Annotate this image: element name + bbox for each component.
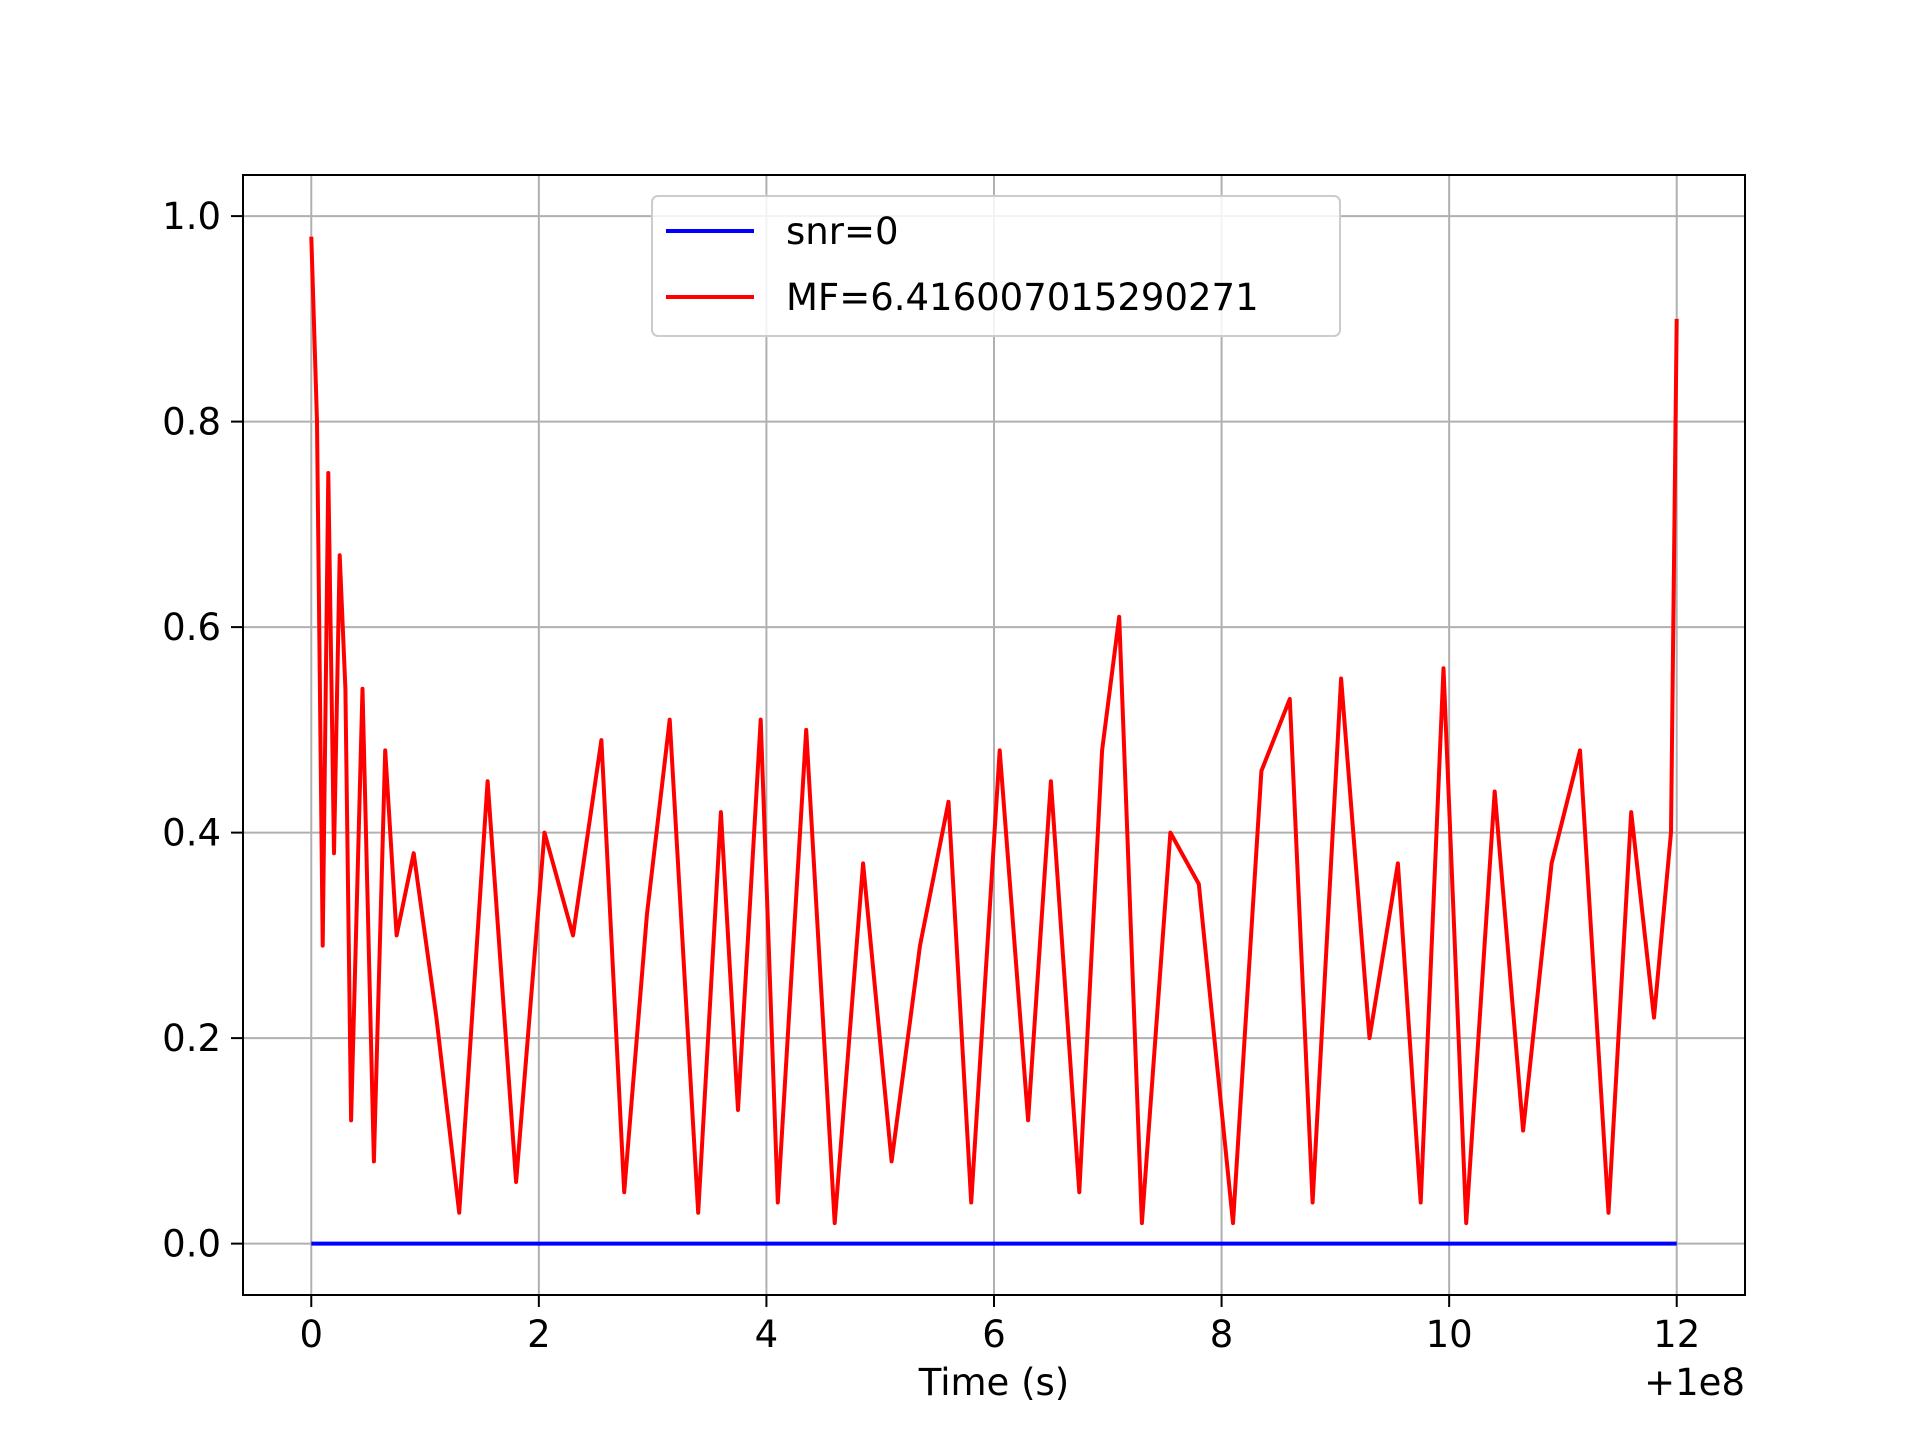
x-tick-label: 4 bbox=[755, 1313, 779, 1356]
x-axis: 0 2 4 6 8 10 12 bbox=[299, 1295, 1700, 1356]
legend: snr=0 MF=6.416007015290271 bbox=[651, 195, 1341, 337]
legend-label: MF=6.416007015290271 bbox=[786, 276, 1259, 319]
x-tick-label: 6 bbox=[982, 1313, 1006, 1356]
series-layer bbox=[309, 236, 1679, 1246]
y-tick-label: 0.6 bbox=[162, 606, 221, 649]
x-axis-label: Time (s) bbox=[918, 1361, 1069, 1404]
y-tick-label: 0.2 bbox=[162, 1017, 221, 1060]
y-axis: 0.0 0.2 0.4 0.6 0.8 1.0 bbox=[162, 195, 243, 1266]
x-tick-label: 0 bbox=[299, 1313, 323, 1356]
legend-box bbox=[651, 195, 1341, 337]
y-tick-label: 0.0 bbox=[162, 1223, 221, 1266]
x-tick-label: 2 bbox=[527, 1313, 551, 1356]
x-axis-offset-label: +1e8 bbox=[1644, 1361, 1745, 1404]
y-tick-label: 1.0 bbox=[162, 195, 221, 238]
legend-label: snr=0 bbox=[786, 210, 898, 253]
y-tick-label: 0.4 bbox=[162, 812, 221, 855]
series-line-1 bbox=[309, 236, 1679, 1226]
x-tick-label: 10 bbox=[1426, 1313, 1473, 1356]
y-tick-label: 0.8 bbox=[162, 401, 221, 444]
x-tick-label: 12 bbox=[1653, 1313, 1700, 1356]
x-tick-label: 8 bbox=[1210, 1313, 1234, 1356]
